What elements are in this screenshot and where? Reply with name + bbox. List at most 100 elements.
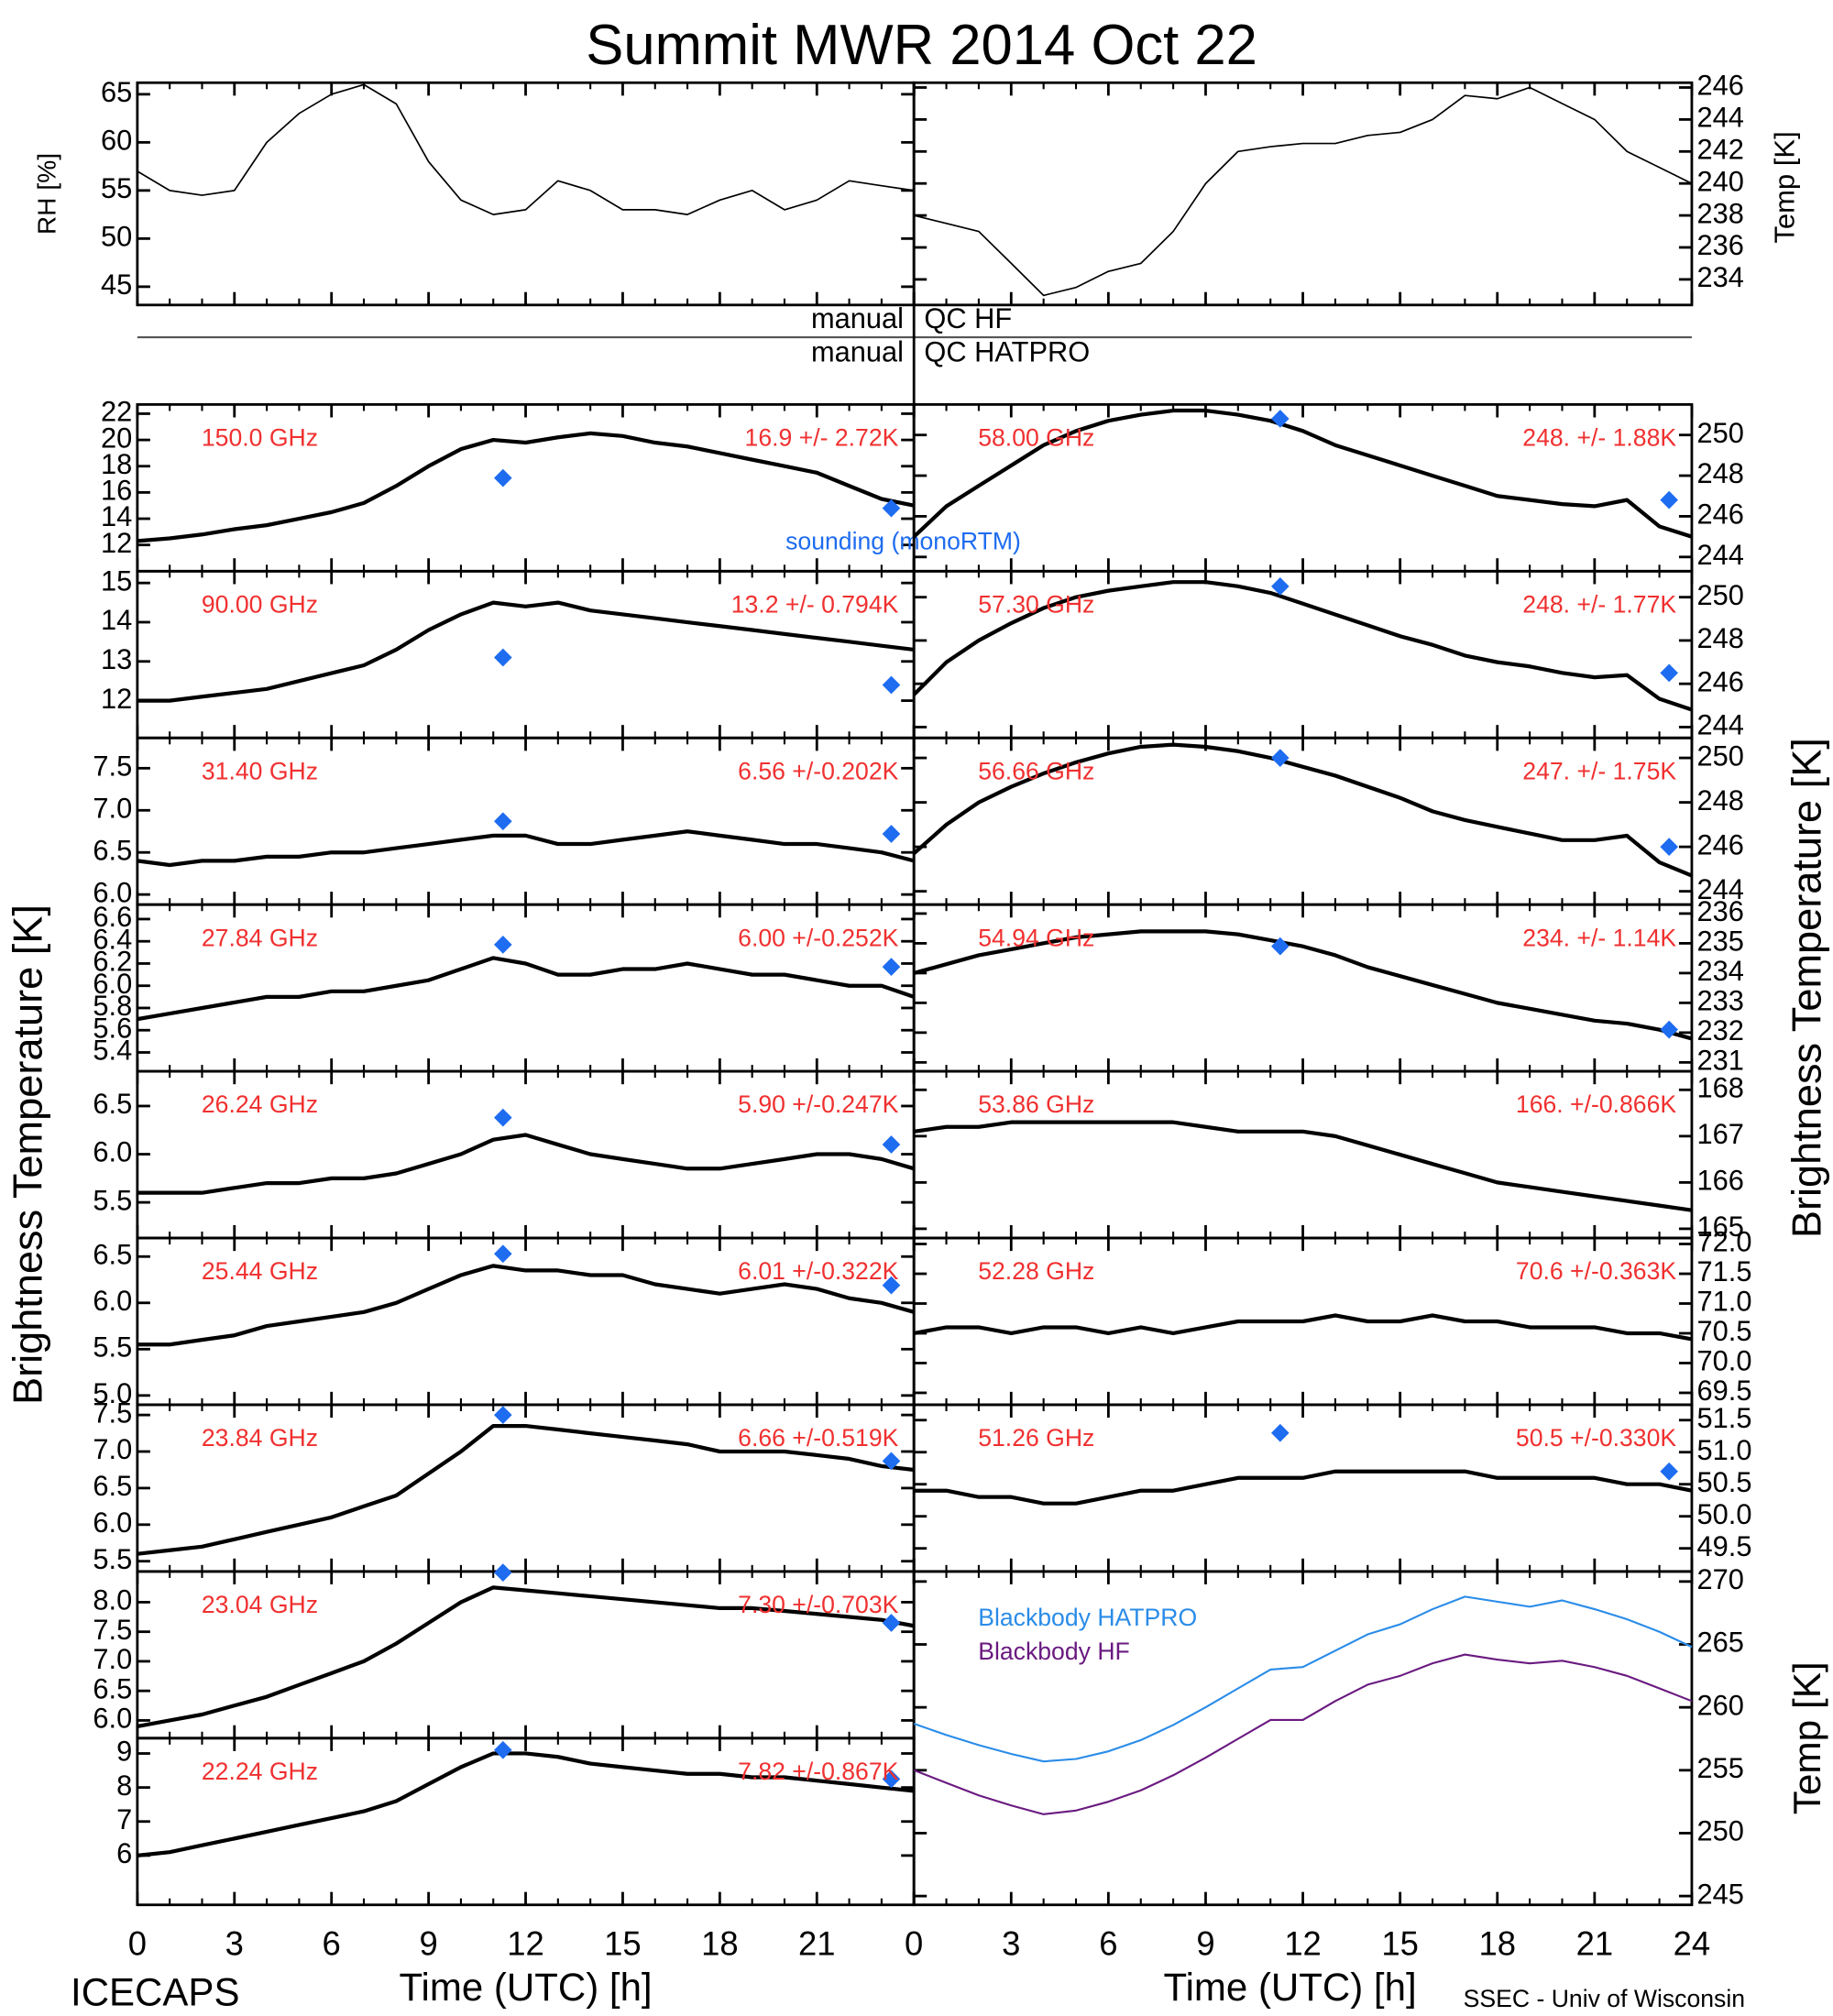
- y-tick-label: 248: [1697, 457, 1744, 489]
- sounding-point: [494, 1563, 512, 1583]
- sounding-point: [882, 675, 901, 695]
- legend-entry: Blackbody HF: [978, 1638, 1130, 1665]
- data-line: [137, 1751, 915, 1857]
- y-tick-label: 12: [101, 527, 132, 559]
- stat-label: 70.6 +/-0.363K: [1516, 1257, 1676, 1285]
- y-tick-label: 50.0: [1697, 1498, 1752, 1530]
- y-tick-label: 7.5: [93, 750, 132, 782]
- data-line: [137, 83, 915, 215]
- y-axis-label: Brightness Temperature [K]: [5, 904, 51, 1405]
- y-tick-label: 8: [116, 1769, 132, 1802]
- data-line: [137, 829, 915, 868]
- y-tick-label: 7.0: [93, 1433, 132, 1465]
- y-tick-label: 18: [101, 448, 132, 480]
- sounding-point: [882, 499, 901, 518]
- y-tick-label: 50: [101, 220, 132, 252]
- stat-label: 7.82 +/-0.867K: [738, 1758, 898, 1785]
- frequency-label: 53.86 GHz: [978, 1090, 1094, 1118]
- sounding-point: [494, 468, 512, 488]
- data-line: [137, 1423, 915, 1556]
- stat-label: 50.5 +/-0.330K: [1516, 1424, 1676, 1452]
- data-line: [913, 929, 1693, 1041]
- y-tick-label: 5.4: [93, 1035, 132, 1067]
- y-tick-label: 5.6: [93, 1012, 132, 1044]
- y-tick-label: 244: [1697, 539, 1744, 571]
- sounding-point: [494, 1406, 512, 1424]
- y-tick-label: 6.5: [93, 1672, 132, 1704]
- stat-label: 13.2 +/- 0.794K: [731, 590, 899, 618]
- x-tick-label: 15: [604, 1924, 642, 1962]
- y-tick-label: 7: [116, 1803, 132, 1835]
- x-tick-label: 6: [1099, 1924, 1117, 1962]
- frequency-label: 51.26 GHz: [978, 1424, 1094, 1452]
- y-tick-label: 233: [1697, 984, 1744, 1016]
- y-tick-label: 55: [101, 172, 132, 204]
- footer-left: ICECAPS: [71, 1970, 239, 2013]
- y-tick-label: 238: [1697, 197, 1744, 229]
- y-tick-label: 165: [1697, 1211, 1744, 1243]
- y-tick-label: 250: [1697, 1815, 1744, 1847]
- y-tick-label: 6.5: [93, 1470, 132, 1502]
- y-tick-label: 260: [1697, 1689, 1744, 1721]
- panel-frame: [136, 81, 916, 307]
- sounding-point: [882, 1276, 901, 1295]
- frequency-label: 90.00 GHz: [202, 590, 318, 618]
- y-tick-label: 166: [1697, 1164, 1744, 1196]
- y-tick-label: 45: [101, 268, 132, 301]
- sounding-point: [1660, 490, 1678, 509]
- y-axis-label: Temp [K]: [1769, 131, 1801, 243]
- y-tick-label: 168: [1697, 1071, 1744, 1103]
- y-tick-label: 51.5: [1697, 1402, 1752, 1434]
- data-line: [137, 956, 915, 1022]
- sounding-point: [882, 1452, 901, 1471]
- y-tick-label: 20: [101, 422, 132, 454]
- y-tick-label: 246: [1697, 70, 1744, 102]
- y-tick-label: 250: [1697, 740, 1744, 772]
- data-line: [137, 1264, 915, 1347]
- y-tick-label: 6.0: [93, 876, 132, 908]
- y-tick-label: 15: [101, 564, 132, 597]
- sounding-point: [1660, 1020, 1678, 1039]
- y-tick-label: 232: [1697, 1014, 1744, 1046]
- frequency-label: 26.24 GHz: [202, 1090, 318, 1118]
- data-line: [912, 742, 1693, 878]
- sounding-point: [494, 1740, 512, 1759]
- sounding-point: [494, 812, 512, 831]
- y-tick-label: 244: [1697, 709, 1744, 741]
- y-tick-label: 236: [1697, 229, 1744, 261]
- y-tick-label: 246: [1697, 665, 1744, 697]
- y-tick-label: 250: [1697, 417, 1744, 449]
- x-tick-label: 12: [1284, 1924, 1322, 1962]
- stat-label: 248. +/- 1.77K: [1522, 590, 1676, 618]
- data-line: [137, 431, 915, 543]
- legend-entry: Blackbody HATPRO: [978, 1604, 1197, 1631]
- sounding-point: [1271, 1423, 1290, 1442]
- y-tick-label: 234: [1697, 955, 1744, 987]
- qc-label: manual: [811, 336, 904, 368]
- y-tick-label: 70.0: [1697, 1345, 1752, 1377]
- y-tick-label: 6.5: [93, 1088, 132, 1120]
- stat-label: 6.01 +/-0.322K: [738, 1257, 898, 1285]
- y-tick-label: 6: [116, 1837, 132, 1869]
- y-tick-label: 270: [1697, 1563, 1744, 1595]
- data-line: [913, 1120, 1693, 1212]
- y-tick-label: 234: [1697, 261, 1744, 293]
- stat-label: 247. +/- 1.75K: [1522, 757, 1676, 784]
- y-tick-label: 71.0: [1697, 1286, 1752, 1318]
- footer-right: SSEC - Univ of Wisconsin: [1464, 1985, 1745, 2012]
- y-tick-label: 265: [1697, 1627, 1744, 1659]
- data-line: [137, 1133, 915, 1195]
- data-line: [913, 1653, 1693, 1815]
- y-tick-label: 6.0: [93, 1703, 132, 1735]
- y-tick-label: 240: [1697, 165, 1744, 197]
- x-tick-label: 18: [701, 1924, 739, 1962]
- y-tick-label: 6.5: [93, 1238, 132, 1270]
- y-tick-label: 72.0: [1697, 1226, 1752, 1258]
- y-tick-label: 6.0: [93, 1285, 132, 1317]
- y-tick-label: 22: [101, 396, 132, 428]
- y-tick-label: 71.5: [1697, 1255, 1752, 1287]
- y-tick-label: 5.8: [93, 990, 132, 1022]
- y-tick-label: 6.5: [93, 834, 132, 866]
- stat-label: 234. +/- 1.14K: [1522, 924, 1676, 951]
